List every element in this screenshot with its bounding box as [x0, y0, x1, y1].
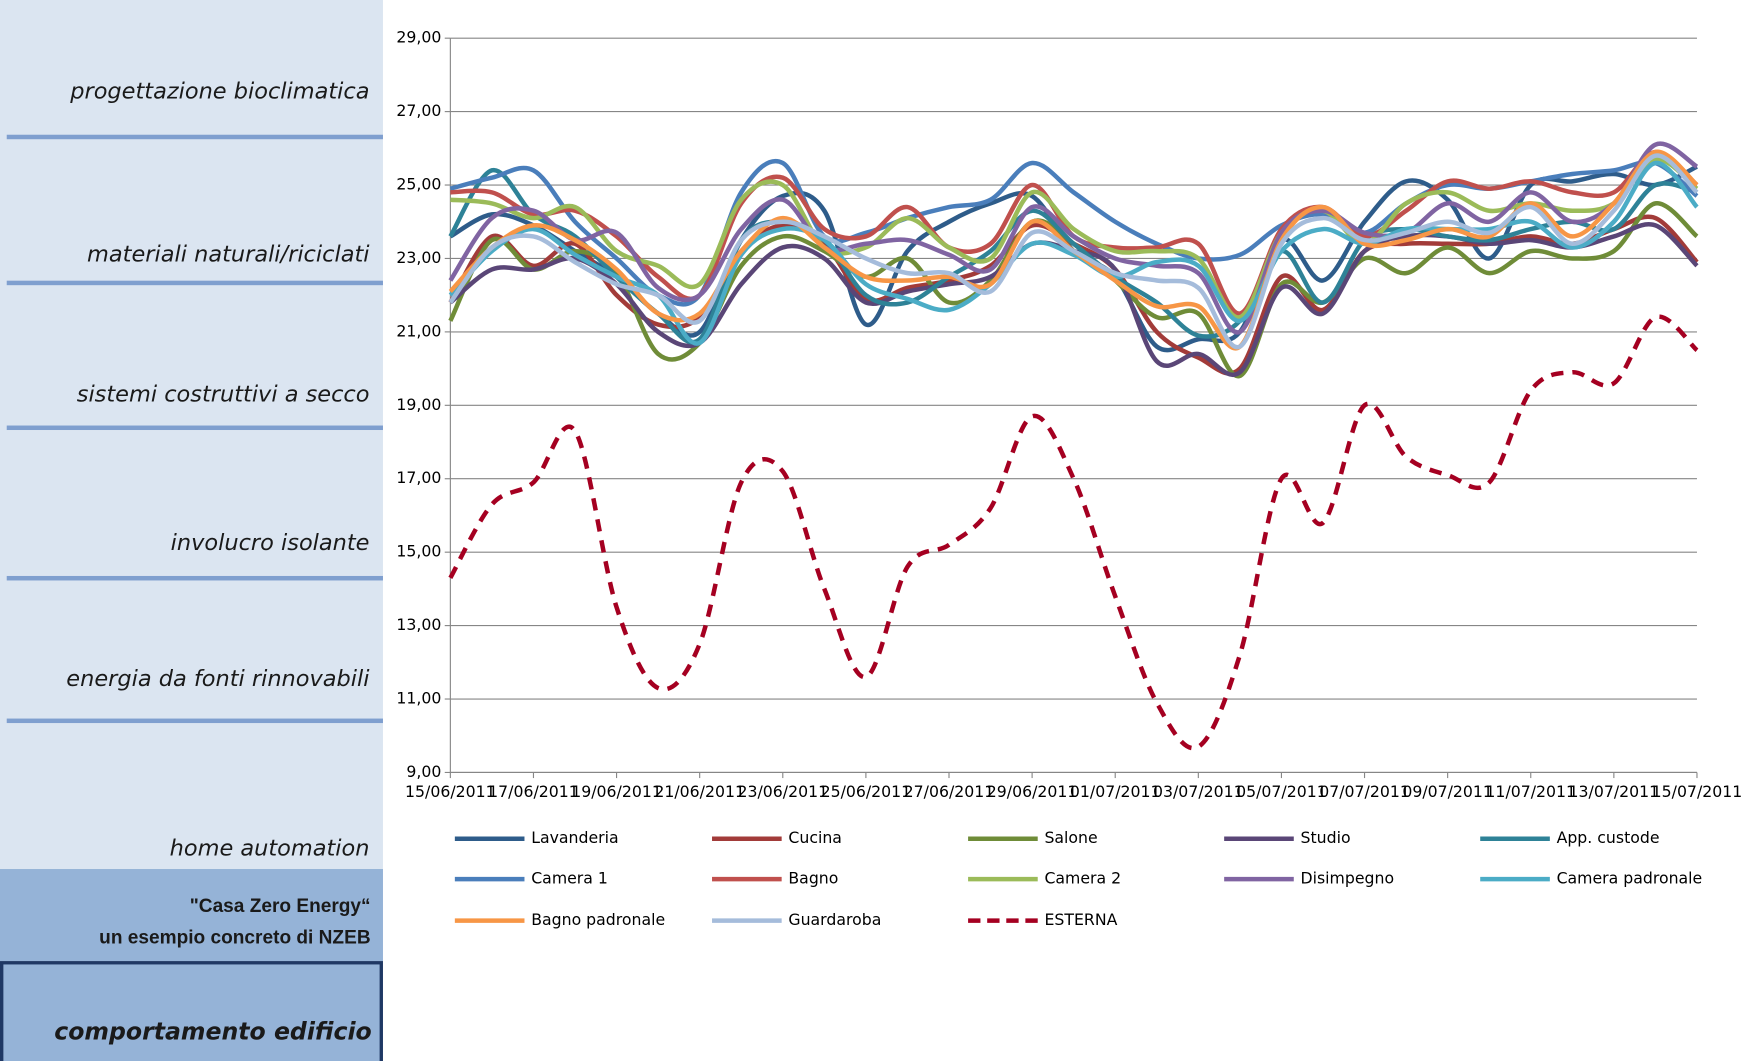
menu-item[interactable]: materiali naturali/riciclati: [87, 241, 370, 267]
x-tick-label: 21/06/2011: [654, 782, 745, 801]
y-tick-label: 21,00: [396, 321, 441, 340]
legend-label: Salone: [1044, 828, 1097, 847]
sidebar-items: progettazione bioclimatica materiali natu…: [6, 79, 383, 861]
x-tick-label: 01/07/2011: [1070, 782, 1161, 801]
x-tick-label: 19/06/2011: [571, 782, 662, 801]
legend-label: Guardaroba: [788, 910, 881, 929]
legend-label: Disimpegno: [1301, 869, 1395, 888]
legend-label: Lavanderia: [531, 828, 618, 847]
x-tick-label: 05/07/2011: [1236, 782, 1327, 801]
menu-separator: [6, 718, 383, 724]
series-line: [450, 157, 1699, 320]
legend-label: Camera 2: [1044, 869, 1121, 888]
x-tick-label: 27/06/2011: [904, 782, 995, 801]
menu-separator: [6, 280, 383, 286]
y-tick-label: 15,00: [396, 542, 441, 561]
y-tick-label: 25,00: [396, 175, 441, 194]
y-tick-label: 27,00: [396, 101, 441, 120]
legend-label: Camera padronale: [1557, 869, 1703, 888]
y-tick-label: 29,00: [396, 28, 441, 47]
x-tick-label: 15/07/2011: [1652, 782, 1743, 801]
x-tick-label: 25/06/2011: [821, 782, 912, 801]
series-line: [448, 314, 1699, 751]
menu-item[interactable]: energia da fonti rinnovabili: [66, 666, 370, 692]
x-tick-label: 11/07/2011: [1485, 782, 1576, 801]
legend-label: Cucina: [788, 828, 842, 847]
x-tick-label: 13/07/2011: [1569, 782, 1660, 801]
x-tick-label: 29/06/2011: [987, 782, 1078, 801]
x-tick-label: 03/07/2011: [1153, 782, 1244, 801]
menu-separator: [6, 134, 383, 140]
legend-label: Bagno: [788, 869, 838, 888]
legend-label: Camera 1: [531, 869, 608, 888]
menu-item[interactable]: sistemi costruttivi a secco: [77, 382, 370, 408]
x-tick-label: 07/07/2011: [1319, 782, 1410, 801]
menu-item[interactable]: progettazione bioclimatica: [69, 79, 369, 105]
highlight-title: "Casa Zero Energy“: [190, 896, 371, 917]
series-line: [448, 153, 1699, 350]
x-tick-label: 15/06/2011: [405, 782, 496, 801]
menu-separator: [6, 575, 383, 581]
y-tick-label: 17,00: [396, 468, 441, 487]
legend-label: Studio: [1301, 828, 1351, 847]
y-tick-label: 19,00: [396, 395, 441, 414]
y-tick-label: 23,00: [396, 248, 441, 267]
menu-item[interactable]: involucro isolante: [171, 530, 370, 556]
legend-label: App. custode: [1557, 828, 1660, 847]
y-tick-label: 11,00: [396, 689, 441, 708]
highlight-subtitle: un esempio concreto di NZEB: [99, 928, 370, 949]
menu-item[interactable]: home automation: [170, 835, 370, 861]
x-tick-label: 17/06/2011: [488, 782, 579, 801]
active-item-label[interactable]: comportamento edificio: [54, 1017, 371, 1045]
highlight-box: [0, 869, 383, 962]
legend-label: Bagno padronale: [531, 910, 665, 929]
y-tick-label: 9,00: [406, 762, 441, 781]
chart: 9,00 11,00 13,00 15,00 17,00 19,00 21,00 23,00 2…: [396, 28, 1742, 929]
x-tick-label: 23/06/2011: [737, 782, 828, 801]
active-item[interactable]: [0, 961, 383, 1061]
y-tick-label: 13,00: [396, 615, 441, 634]
x-tick-label: 09/07/2011: [1402, 782, 1493, 801]
series-line: [448, 141, 1699, 335]
legend-label: ESTERNA: [1044, 910, 1117, 929]
menu-separator: [6, 425, 383, 431]
series-line: [448, 222, 1699, 377]
